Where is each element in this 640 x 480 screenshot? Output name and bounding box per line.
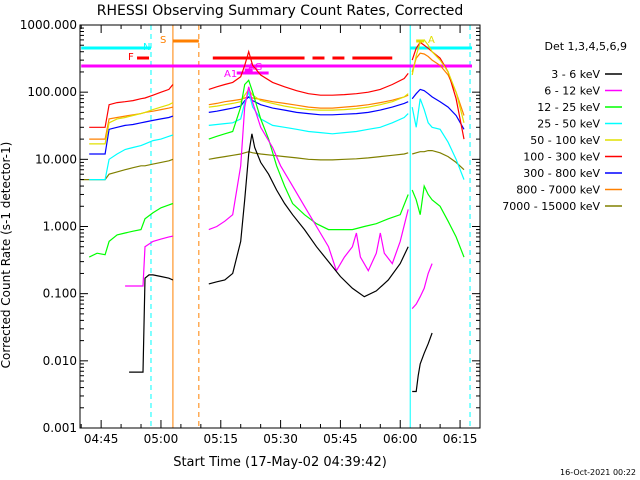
series-line	[89, 84, 174, 128]
y-axis-label: Corrected Count Rate (s-1 detector-1)	[0, 142, 13, 369]
y-tick-label: 10.000	[35, 152, 77, 166]
y-tick-label: 0.001	[43, 421, 77, 435]
flag-label: S	[160, 35, 166, 46]
x-tick-label: 06:00	[383, 432, 418, 446]
series-line	[411, 52, 465, 116]
flag-label: A1	[224, 69, 237, 80]
legend-label: 7000 - 15000 keV	[502, 200, 600, 213]
x-tick-label: 04:45	[84, 432, 119, 446]
series-line	[208, 133, 409, 298]
series-line	[89, 134, 174, 181]
legend-label: 800 - 7000 keV	[516, 184, 600, 197]
series-line	[411, 39, 465, 123]
legend-label: 300 - 800 keV	[523, 167, 600, 180]
flag-label: A	[428, 35, 435, 46]
series-line	[208, 96, 409, 116]
flag-label: N	[143, 42, 150, 53]
legend-label: 100 - 300 keV	[523, 151, 600, 164]
legend-label: 12 - 25 keV	[537, 101, 600, 114]
series-line	[208, 94, 409, 109]
legend-label: 6 - 12 keV	[544, 85, 600, 98]
series-line	[411, 184, 465, 258]
flag-label: F	[128, 52, 134, 63]
y-tick-label: 100.000	[27, 85, 77, 99]
series-line	[411, 98, 465, 180]
series-line	[411, 263, 433, 309]
x-tick-label: 05:45	[323, 432, 358, 446]
series-line	[208, 88, 409, 111]
series-line	[208, 86, 409, 273]
chart-title: RHESSI Observing Summary Count Rates, Co…	[97, 3, 463, 19]
x-tick-label: 05:30	[263, 432, 298, 446]
x-tick-label: 06:15	[443, 432, 478, 446]
series-line	[208, 79, 409, 231]
series-line	[81, 158, 174, 181]
legend-title: Det 1,3,4,5,6,9	[544, 40, 627, 53]
series-line	[89, 115, 174, 155]
legend-label: 3 - 6 keV	[551, 68, 600, 81]
y-tick-label: 1000.000	[20, 18, 77, 32]
x-tick-label: 05:00	[144, 432, 179, 446]
y-tick-label: 0.010	[43, 354, 77, 368]
series-line	[208, 151, 409, 161]
y-axis: 0.001 0.010 0.100 1.000 10.000 100.000 1000.00…	[20, 18, 480, 435]
footer-timestamp: 16-Oct-2021 00:22	[560, 468, 636, 477]
legend: 3 - 6 keV 6 - 12 keV 12 - 25 keV 25 - 50 ke…	[502, 68, 622, 213]
series-line	[208, 49, 409, 96]
series-line	[411, 41, 465, 140]
y-tick-label: 0.100	[43, 287, 77, 301]
series-line	[129, 274, 174, 373]
y-tick-label: 1.000	[43, 220, 77, 234]
series-line	[89, 102, 174, 145]
x-tick-label: 05:15	[203, 432, 238, 446]
series-line	[412, 150, 465, 171]
x-axis: 04:45 05:00 05:15 05:30 05:45 06:00 06:15	[80, 25, 481, 446]
series-line	[125, 235, 174, 287]
legend-label: 25 - 50 keV	[537, 118, 600, 131]
x-axis-label: Start Time (17-May-02 04:39:42)	[173, 455, 387, 470]
series-line	[89, 106, 174, 140]
series-line	[88, 202, 174, 258]
legend-label: 50 - 100 keV	[530, 134, 600, 147]
series-line	[412, 332, 433, 393]
series-line	[411, 88, 465, 130]
